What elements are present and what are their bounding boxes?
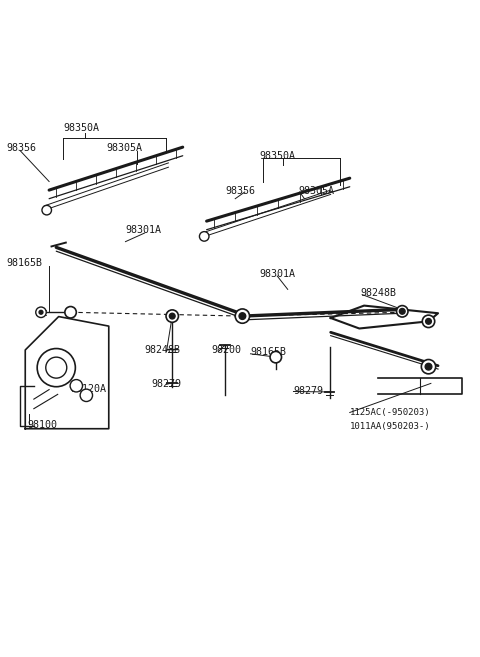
Text: 98356: 98356 — [6, 143, 36, 153]
Circle shape — [169, 313, 175, 319]
Circle shape — [235, 309, 250, 323]
Text: 98301A: 98301A — [259, 269, 295, 279]
Text: 98248B: 98248B — [360, 288, 396, 298]
Text: 98279: 98279 — [152, 379, 182, 390]
Circle shape — [37, 349, 75, 387]
Circle shape — [42, 206, 51, 215]
Circle shape — [39, 310, 43, 314]
Text: 98165B: 98165B — [251, 348, 287, 357]
Text: 1125AC(-950203): 1125AC(-950203) — [350, 408, 431, 417]
Circle shape — [422, 315, 435, 328]
Text: 1011AA(950203-): 1011AA(950203-) — [350, 422, 431, 431]
Text: 98350A: 98350A — [259, 150, 295, 161]
Circle shape — [425, 363, 432, 370]
Circle shape — [80, 389, 93, 401]
Text: 98305A: 98305A — [107, 143, 143, 153]
Circle shape — [65, 307, 76, 318]
Circle shape — [270, 351, 281, 363]
Circle shape — [70, 380, 83, 392]
Circle shape — [396, 306, 408, 317]
Text: 98120A: 98120A — [71, 384, 107, 394]
Circle shape — [166, 310, 179, 323]
Circle shape — [36, 307, 46, 317]
Text: 98350A: 98350A — [63, 123, 99, 133]
Text: 98356: 98356 — [226, 185, 256, 196]
Circle shape — [399, 308, 405, 314]
Circle shape — [46, 357, 67, 378]
Text: 98165B: 98165B — [6, 258, 42, 267]
Text: 98279: 98279 — [293, 386, 324, 396]
Circle shape — [239, 313, 246, 319]
Text: 98100: 98100 — [28, 420, 58, 430]
Circle shape — [199, 232, 209, 241]
Circle shape — [426, 319, 432, 324]
Circle shape — [421, 359, 436, 374]
Text: 98200: 98200 — [211, 345, 241, 355]
Text: 98248B: 98248B — [144, 345, 180, 355]
Text: 98305A: 98305A — [298, 185, 334, 196]
Text: 98301A: 98301A — [125, 225, 161, 235]
